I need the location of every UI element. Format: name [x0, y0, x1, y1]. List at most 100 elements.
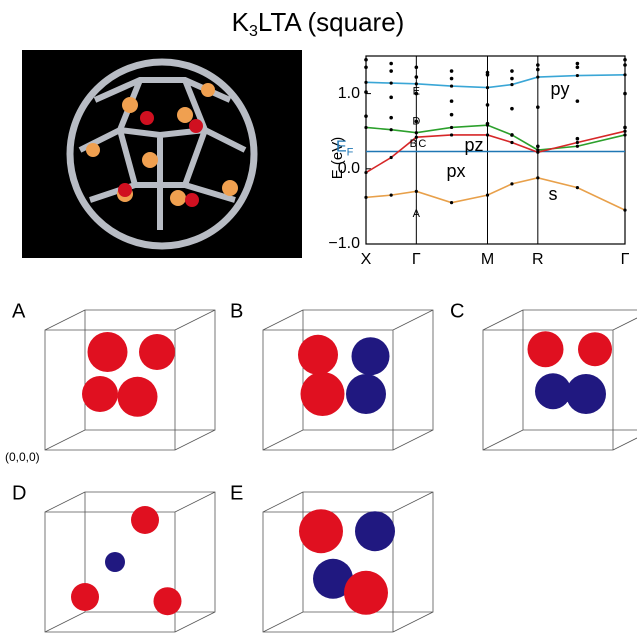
- band-dot: [536, 63, 540, 67]
- isosurface-panel: D: [12, 482, 215, 632]
- band-label: s: [549, 184, 558, 204]
- isosurface-panel: E: [230, 482, 433, 632]
- cube-frame: [45, 492, 215, 632]
- band-point: [486, 86, 489, 89]
- band-dot: [510, 107, 514, 111]
- band-point: [510, 182, 513, 185]
- band-point: [415, 131, 418, 134]
- band-line: [366, 75, 625, 88]
- band-point: [510, 83, 513, 86]
- band-dot: [389, 69, 393, 73]
- band-dot: [510, 77, 514, 81]
- x-tick-label: Γ: [621, 251, 630, 268]
- band-dot: [486, 103, 490, 107]
- band-point: [623, 209, 626, 212]
- figure: K3LTA (square) XΓMRΓ−1.00.01.0E (eV)EFpy…: [0, 0, 637, 643]
- band-point: [415, 190, 418, 193]
- band-dot: [389, 96, 393, 100]
- isosurface-lobe: [88, 332, 128, 372]
- x-tick-label: Γ: [412, 251, 421, 268]
- band-point: [390, 128, 393, 131]
- isosurface-panel: A: [12, 300, 215, 450]
- x-tick-label: X: [361, 251, 372, 268]
- isosurface-lobe: [154, 587, 182, 615]
- band-point: [450, 126, 453, 129]
- isosurface-lobe: [301, 372, 345, 416]
- isosurface-lobe: [131, 506, 159, 534]
- x-tick-label: M: [481, 251, 494, 268]
- isosurface-lobe: [528, 331, 564, 367]
- title-subscript: 3: [249, 23, 258, 40]
- isosurface-lobe: [352, 337, 390, 375]
- isosurface-lobe: [82, 376, 118, 412]
- point-label: B: [410, 138, 417, 150]
- band-point: [576, 74, 579, 77]
- band-point: [364, 126, 367, 129]
- fermi-label-main: E: [336, 139, 347, 156]
- isosurface-lobe: [118, 377, 158, 417]
- band-dot: [364, 90, 368, 94]
- band-dot: [364, 58, 368, 62]
- x-tick-label: R: [532, 251, 544, 268]
- point-label: D: [412, 115, 420, 127]
- isosurface-lobe: [578, 332, 612, 366]
- panel-label: D: [12, 482, 26, 504]
- band-dot: [486, 73, 490, 77]
- point-label: E: [413, 85, 420, 97]
- band-line: [366, 178, 625, 210]
- y-tick-label: 1.0: [338, 85, 360, 102]
- band-dot: [450, 113, 454, 117]
- y-tick-label: −1.0: [328, 235, 360, 252]
- band-point: [486, 194, 489, 197]
- band-dot: [576, 137, 580, 141]
- band-point: [536, 176, 539, 179]
- fermi-label-sub: F: [347, 146, 354, 158]
- band-dot: [623, 58, 627, 62]
- fermi-label: EF: [336, 139, 354, 159]
- band-point: [364, 196, 367, 199]
- band-point: [450, 201, 453, 204]
- band-dot: [536, 144, 540, 148]
- band-dot: [364, 114, 368, 118]
- band-point: [623, 73, 626, 76]
- panel-label: A: [12, 300, 26, 322]
- band-point: [510, 141, 513, 144]
- band-dot: [415, 75, 419, 79]
- isosurface-lobe: [344, 571, 388, 615]
- band-dot: [389, 62, 393, 66]
- band-dot: [576, 99, 580, 103]
- title-suffix: LTA (square): [258, 7, 404, 37]
- cube-frame: [263, 492, 433, 632]
- isosurface-lobe: [298, 335, 338, 375]
- band-label: px: [446, 161, 465, 181]
- isosurface-panel: B: [230, 300, 433, 450]
- band-point: [510, 133, 513, 136]
- band-point: [576, 141, 579, 144]
- isosurface-lobe: [71, 583, 99, 611]
- point-label: A: [413, 208, 421, 220]
- band-point: [536, 75, 539, 78]
- panel-label: C: [450, 300, 464, 322]
- panel-label: B: [230, 300, 243, 322]
- band-dot: [450, 77, 454, 81]
- origin-label: (0,0,0): [5, 450, 40, 464]
- figure-title: K3LTA (square): [232, 7, 405, 40]
- band-dot: [536, 105, 540, 109]
- band-dot: [623, 92, 627, 96]
- isosurface-lobe: [139, 334, 175, 370]
- isosurface-lobe: [566, 374, 606, 414]
- band-point: [450, 84, 453, 87]
- panel-label: E: [230, 482, 243, 504]
- isosurface-lobe: [535, 373, 571, 409]
- band-dot: [364, 65, 368, 69]
- band-dot: [623, 63, 627, 67]
- band-point: [576, 186, 579, 189]
- band-point: [364, 171, 367, 174]
- band-point: [450, 133, 453, 136]
- band-point: [486, 124, 489, 127]
- band-point: [486, 133, 489, 136]
- cube-frame: [263, 310, 433, 450]
- band-point: [536, 151, 539, 154]
- band-dot: [415, 65, 419, 69]
- isosurface-lobe: [105, 552, 125, 572]
